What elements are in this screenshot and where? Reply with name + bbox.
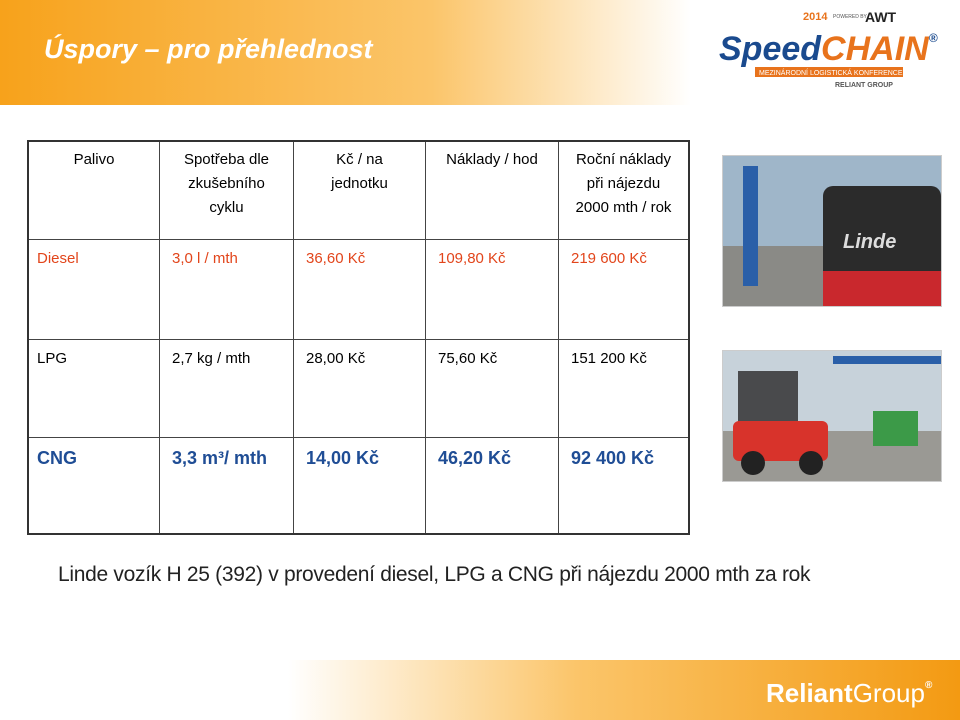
photo-tanks — [873, 411, 918, 446]
speedchain-logo: 2014 POWERED BY AWT SpeedCHAIN® MEZINÁRO… — [719, 9, 938, 89]
header-line: jednotku — [331, 175, 388, 192]
logo-reg: ® — [929, 31, 938, 45]
header-band — [0, 0, 960, 105]
table-cell: 219 600 Kč — [559, 240, 688, 340]
table-cell: 36,60 Kč — [294, 240, 426, 340]
logo-name: SpeedCHAIN® — [719, 30, 938, 68]
photo-wheel — [799, 451, 823, 475]
table-cell: 3,0 l / mth — [160, 240, 294, 340]
photo-roof — [833, 356, 941, 364]
reliant-reg: ® — [925, 680, 933, 691]
table-cell: 46,20 Kč — [426, 438, 559, 533]
header-cell: Spotřeba dle zkušebního cyklu — [160, 142, 294, 240]
header-line: Palivo — [73, 151, 115, 168]
table-cell: Diesel — [29, 240, 160, 340]
table-cell: 109,80 Kč — [426, 240, 559, 340]
table-cell: CNG — [29, 438, 160, 533]
reliant-logo: ReliantGroup® — [766, 678, 933, 708]
table-cell: 75,60 Kč — [426, 340, 559, 438]
photo-forklift — [823, 186, 941, 286]
header-cell: Náklady / hod — [426, 142, 559, 240]
header-cell: Kč / na jednotku — [294, 142, 426, 240]
header-line: zkušebního — [188, 175, 265, 192]
header-line: Spotřeba dle — [183, 151, 270, 168]
logo-powered: POWERED BY — [833, 14, 868, 20]
header-line: Roční náklady — [575, 151, 672, 168]
table-cell: 14,00 Kč — [294, 438, 426, 533]
group-word: Group — [853, 678, 925, 708]
logo-tagline: MEZINÁRODNÍ LOGISTICKÁ KONFERENCE — [759, 68, 903, 77]
table-cell: 92 400 Kč — [571, 448, 655, 468]
table-cell: 3,3 m³/ mth — [160, 438, 294, 533]
header-line: při nájezdu — [586, 175, 661, 192]
header-cell: Palivo — [29, 142, 160, 240]
logo-chain: CHAIN — [821, 30, 930, 68]
photo-brand: Linde — [843, 231, 896, 253]
header-line: cyklu — [209, 199, 244, 216]
table-cell: 28,00 Kč — [294, 340, 426, 438]
table-cell: 2,7 kg / mth — [160, 340, 294, 438]
photo-diesel: Linde — [722, 155, 942, 307]
cost-table: Palivo Spotřeba dle zkušebního cyklu Kč / na… — [27, 140, 690, 535]
photo-forklift — [733, 421, 828, 461]
photo-forklift-red — [823, 271, 941, 306]
logo-speed: Speed — [719, 30, 822, 68]
table-cell: LPG — [29, 340, 160, 438]
caption: Linde vozík H 25 (392) v provedení diese… — [58, 563, 811, 586]
header-cell: Roční náklady při nájezdu 2000 mth / rok — [559, 142, 688, 240]
logo-awt: AWT — [865, 9, 897, 25]
photo-wheel — [741, 451, 765, 475]
footer-band — [0, 660, 960, 720]
header-line: 2000 mth / rok — [575, 199, 672, 216]
photo-lpg — [722, 350, 942, 482]
logo-year: 2014 — [803, 11, 828, 23]
header-line: Kč / na — [336, 151, 383, 168]
reliant-word: Reliant — [766, 678, 853, 708]
tagline-band — [755, 67, 903, 77]
logo-group: RELIANT GROUP — [835, 82, 893, 89]
photo-post — [743, 166, 758, 286]
slide-title: Úspory – pro přehlednost — [44, 34, 373, 64]
reliant-logo-text: ReliantGroup® — [766, 678, 933, 708]
table-cell: 151 200 Kč — [559, 340, 688, 438]
header-line: Náklady / hod — [446, 151, 538, 168]
